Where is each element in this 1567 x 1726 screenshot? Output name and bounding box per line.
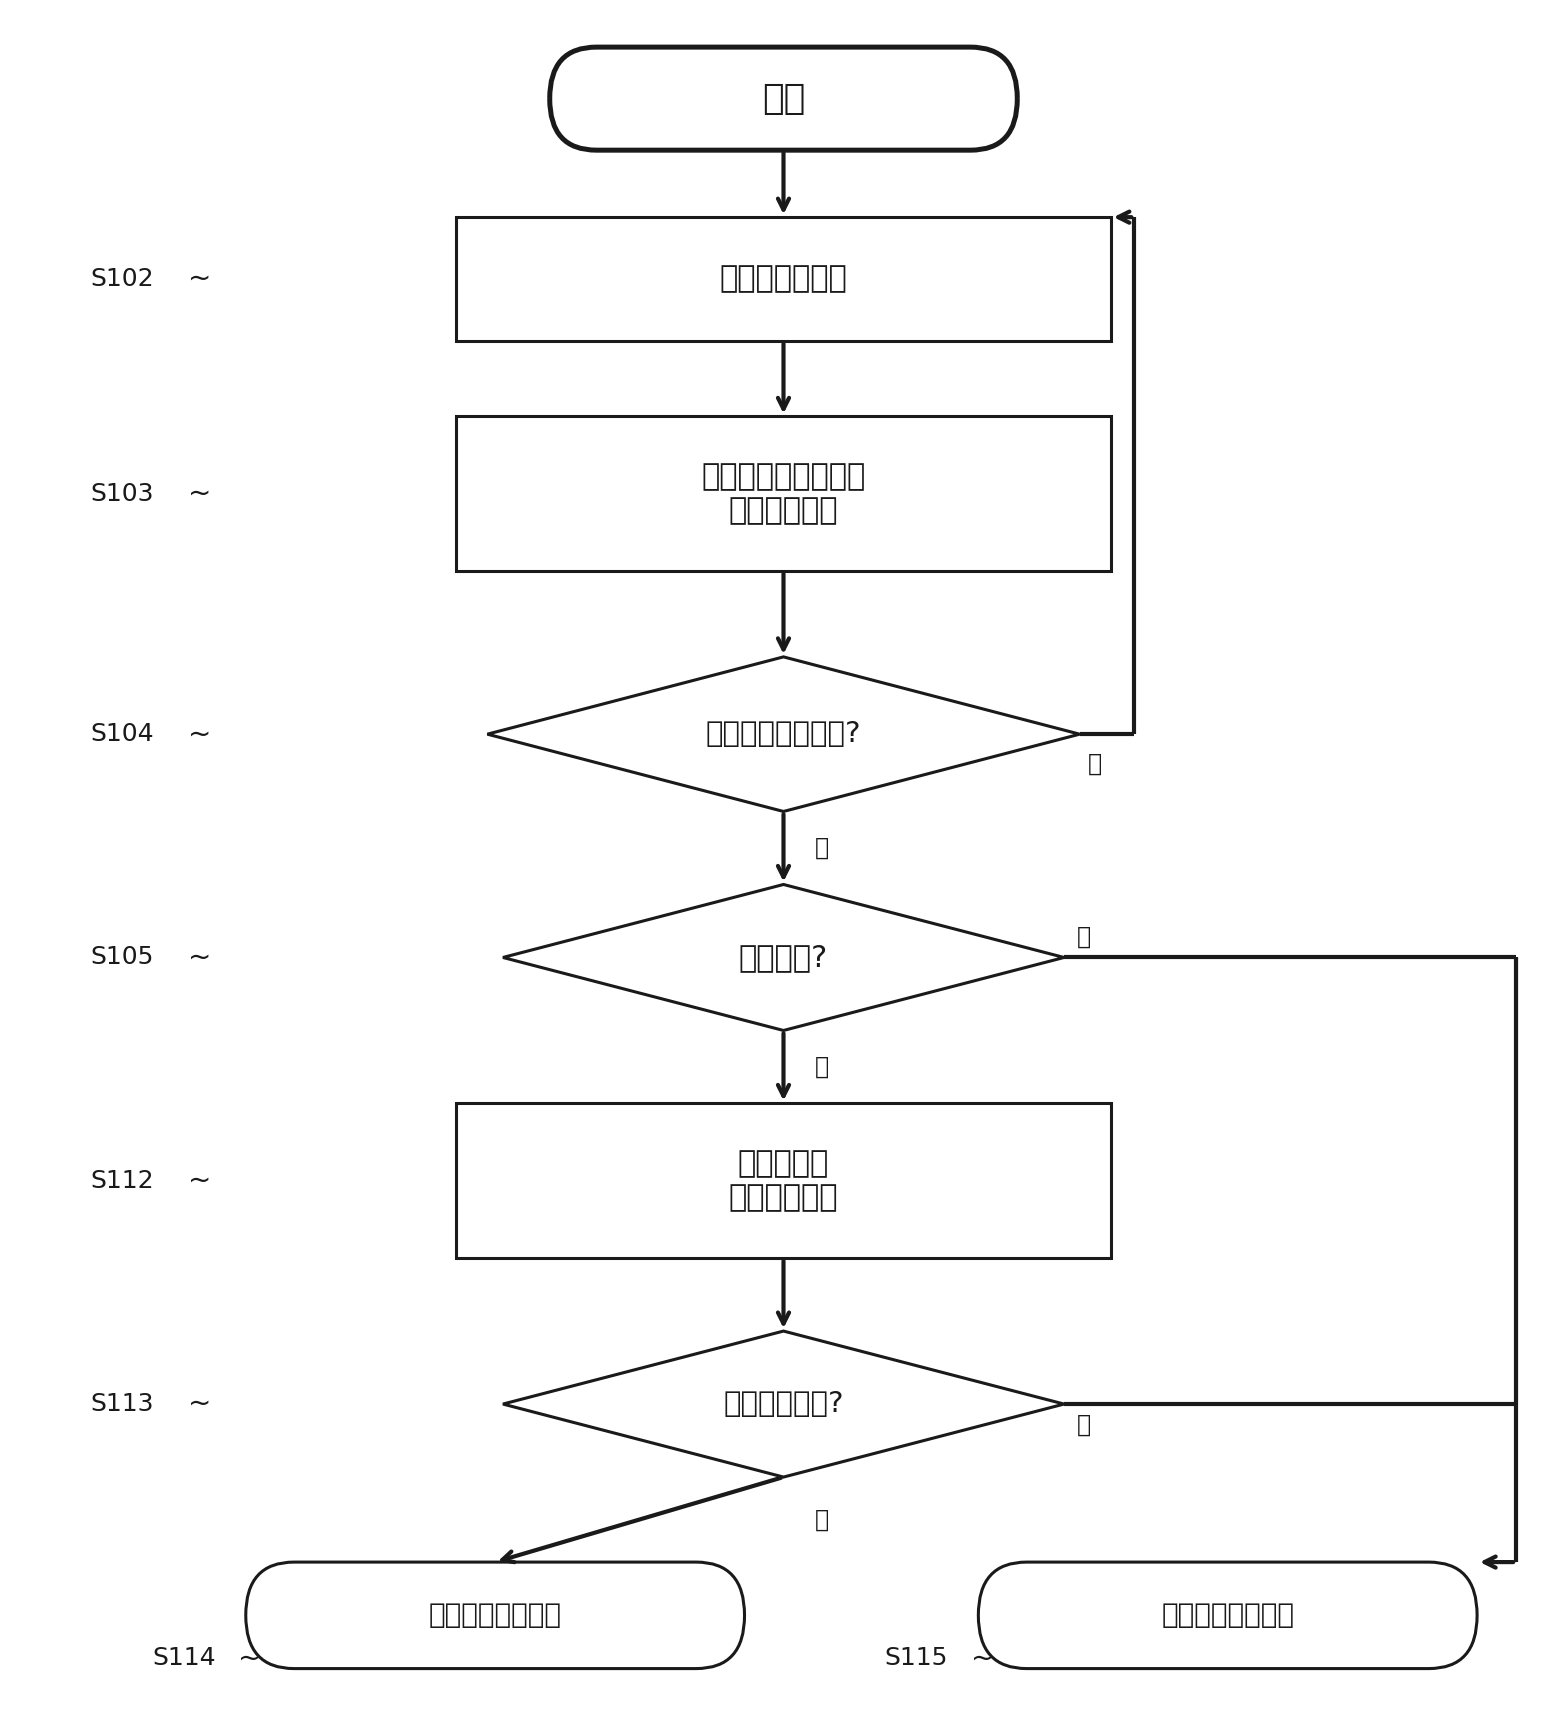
- Text: 否: 否: [1087, 751, 1102, 775]
- Text: 是: 是: [815, 1507, 829, 1531]
- Bar: [456, 217, 1111, 340]
- Text: 开始: 开始: [762, 81, 805, 116]
- Text: ~: ~: [970, 1645, 993, 1672]
- Text: S115: S115: [885, 1647, 948, 1671]
- Text: ~: ~: [238, 1645, 262, 1672]
- Text: 否: 否: [1077, 1412, 1091, 1436]
- Text: 取得信息品质良好?: 取得信息品质良好?: [705, 720, 862, 747]
- Text: 取得生物认证信息、
生命体征信息: 取得生物认证信息、 生命体征信息: [702, 463, 865, 525]
- Text: 提示姿势的指示: 提示姿势的指示: [719, 264, 848, 293]
- FancyBboxPatch shape: [550, 47, 1017, 150]
- Text: 低于认证阈值?: 低于认证阈值?: [724, 1389, 843, 1419]
- Text: S103: S103: [89, 482, 154, 506]
- Text: S102: S102: [89, 268, 154, 292]
- Text: ~: ~: [188, 720, 212, 747]
- Text: 结束（认证失败）: 结束（认证失败）: [1161, 1602, 1294, 1629]
- FancyBboxPatch shape: [246, 1562, 744, 1669]
- Text: ~: ~: [188, 480, 212, 507]
- Text: 结束（认证成功）: 结束（认证成功）: [429, 1602, 561, 1629]
- Text: 计算与登记
数据的差异度: 计算与登记 数据的差异度: [729, 1150, 838, 1212]
- Text: 是: 是: [815, 835, 829, 860]
- Text: S113: S113: [89, 1393, 154, 1415]
- Polygon shape: [487, 658, 1080, 811]
- Text: ~: ~: [188, 944, 212, 972]
- Text: S112: S112: [89, 1169, 154, 1193]
- Text: S105: S105: [89, 946, 154, 970]
- Bar: [456, 416, 1111, 571]
- Text: ~: ~: [188, 1389, 212, 1419]
- Text: S114: S114: [152, 1647, 216, 1671]
- Text: 否: 否: [1077, 925, 1091, 949]
- Bar: [456, 1103, 1111, 1258]
- Text: ~: ~: [188, 1167, 212, 1194]
- Text: S104: S104: [89, 721, 154, 746]
- Polygon shape: [503, 884, 1064, 1030]
- FancyBboxPatch shape: [978, 1562, 1478, 1669]
- Polygon shape: [503, 1331, 1064, 1477]
- Text: 是: 是: [815, 1055, 829, 1079]
- Text: 没有假冒?: 没有假冒?: [740, 942, 827, 972]
- Text: ~: ~: [188, 266, 212, 293]
